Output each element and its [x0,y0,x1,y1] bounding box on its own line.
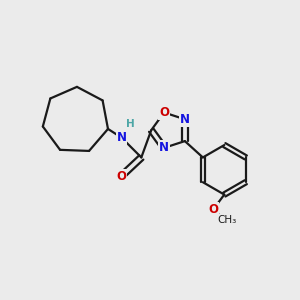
Text: N: N [116,131,127,144]
Text: O: O [116,169,127,182]
Text: N: N [180,113,190,126]
Text: O: O [159,106,169,119]
Text: N: N [159,141,169,154]
Text: H: H [126,119,135,129]
Text: O: O [208,203,218,216]
Text: CH₃: CH₃ [217,215,236,225]
